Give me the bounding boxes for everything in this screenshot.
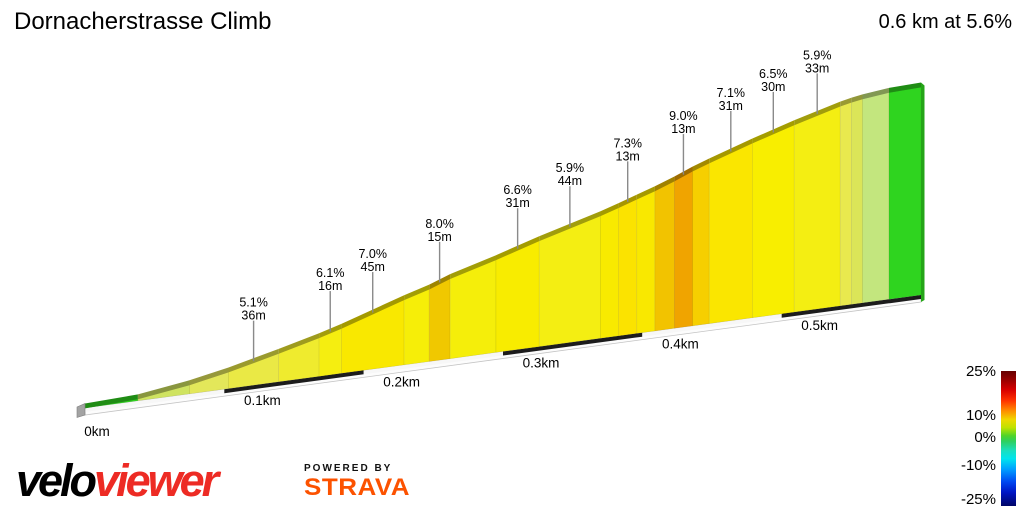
gradient-segment (793, 105, 841, 313)
segment-top-ridge (189, 367, 229, 386)
gradient-segment (752, 124, 795, 319)
segment-top-ridge (450, 255, 496, 279)
distance-label: 0.4km (662, 337, 699, 352)
segment-label-length: 31m (719, 99, 743, 113)
segment-top-ridge (692, 158, 710, 172)
legend-tick-neg25: -25% (960, 491, 996, 508)
segment-label-gradient: 5.9% (556, 161, 585, 175)
gradient-segment (403, 288, 430, 366)
segment-label-length: 15m (427, 230, 451, 244)
gradient-segment (674, 170, 693, 329)
distance-tick-strip (642, 313, 782, 337)
segment-label-gradient: 6.5% (759, 67, 788, 81)
distance-label: 0km (84, 424, 110, 439)
legend-tick-25: 25% (965, 363, 996, 380)
segment-top-ridge (889, 82, 921, 93)
segment-label-length: 45m (361, 260, 385, 274)
segment-top-ridge (851, 94, 863, 103)
distance-tick-strip (363, 351, 503, 375)
veloviewer-logo-velo: velo (16, 455, 97, 506)
segment-label-gradient: 7.1% (717, 86, 746, 100)
gradient-segment (839, 101, 852, 307)
profile-left-cap (76, 403, 86, 418)
segment-label-length: 33m (805, 61, 829, 75)
segment-label-length: 13m (671, 122, 695, 136)
legend-tick-0: 0% (974, 429, 996, 446)
segment-label-length: 16m (318, 279, 342, 293)
segment-top-ridge (85, 394, 138, 409)
segment-label-length: 36m (241, 309, 265, 323)
segment-top-ridge (840, 97, 852, 107)
segment-top-ridge (654, 176, 675, 192)
gradient-legend-colorbar (1001, 371, 1016, 506)
segment-label-gradient: 6.6% (503, 183, 532, 197)
gradient-segment (495, 240, 540, 353)
gradient-segment (618, 198, 638, 337)
legend-tick-neg10: -10% (960, 457, 996, 474)
segment-label-gradient: 5.1% (239, 296, 268, 310)
segment-label-length: 13m (616, 149, 640, 163)
gradient-segment (708, 142, 753, 324)
segment-label-gradient: 9.0% (669, 109, 698, 123)
segment-top-ridge (404, 284, 430, 301)
segment-top-ridge (278, 333, 320, 354)
segment-label-length: 44m (558, 174, 582, 188)
distance-label: 0.2km (383, 374, 420, 389)
gradient-segment (636, 190, 656, 334)
distance-tick-strip (503, 332, 643, 356)
segment-label-gradient: 5.9% (803, 48, 832, 62)
strava-logo: STRAVA (304, 473, 411, 501)
veloviewer-logo[interactable]: veloviewer (16, 455, 219, 506)
distance-label: 0.1km (244, 393, 281, 408)
gradient-segment (654, 180, 675, 332)
distance-label: 0.5km (801, 318, 838, 333)
segment-top-ridge (862, 87, 889, 100)
segment-top-ridge (137, 380, 190, 400)
segment-label-gradient: 7.3% (613, 136, 642, 150)
segment-label-length: 30m (761, 80, 785, 94)
gradient-segment (428, 278, 451, 362)
gradient-segment (888, 86, 922, 300)
segment-label-gradient: 7.0% (358, 247, 387, 261)
distance-tick-strip (85, 389, 225, 412)
segment-label-gradient: 8.0% (425, 217, 454, 231)
chart-title: Dornacherstrasse Climb (14, 8, 272, 35)
climb-summary: 0.6 km at 5.6% (878, 11, 1012, 33)
legend-tick-10: 10% (965, 407, 996, 424)
gradient-segment (850, 98, 863, 305)
powered-by-strava[interactable]: POWERED BY STRAVA (304, 463, 410, 501)
segment-label-length: 31m (505, 196, 529, 210)
gradient-segment (862, 92, 890, 304)
segment-top-ridge (636, 186, 655, 200)
powered-by-label: POWERED BY (304, 463, 393, 474)
distance-tick-strip (781, 295, 921, 318)
segment-top-ridge (600, 203, 619, 217)
veloviewer-logo-viewer: viewer (94, 455, 219, 506)
distance-tick-strip (224, 370, 364, 394)
segment-label-gradient: 6.1% (316, 266, 345, 280)
distance-label: 0.3km (523, 356, 560, 371)
profile-right-edge (921, 82, 925, 302)
gradient-segment (600, 207, 619, 339)
gradient-segment (692, 162, 710, 327)
